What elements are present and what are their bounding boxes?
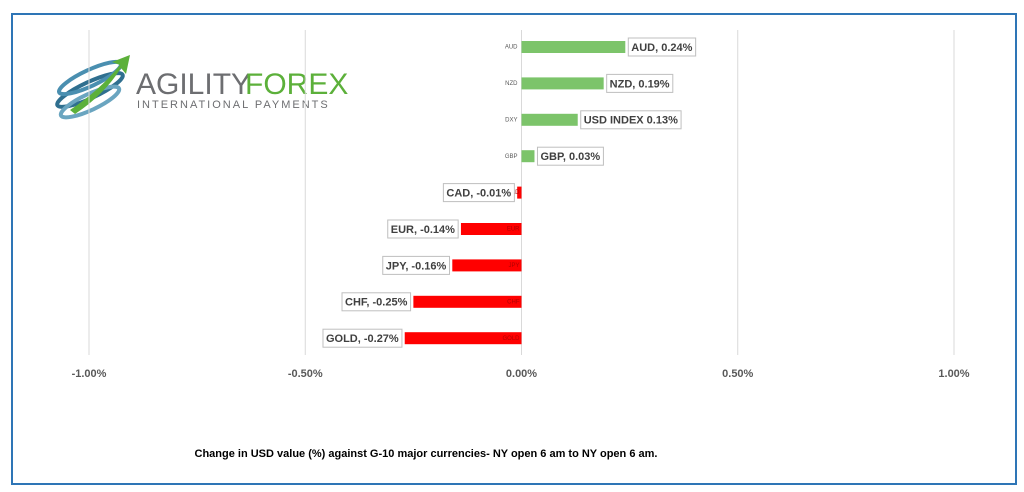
data-label-box [382, 255, 451, 275]
category-label: CHF [507, 299, 520, 305]
logo-brand: FOREX [245, 68, 348, 101]
data-label: CHF, -0.25% [341, 292, 412, 312]
bar [521, 77, 604, 90]
category-label: EUR [507, 227, 520, 233]
data-label-text: AUD, 0.24% [631, 42, 692, 54]
logo-arrow [70, 55, 130, 114]
category-label: JPY [508, 263, 519, 269]
data-label-box [627, 37, 697, 57]
data-label-box [536, 146, 604, 166]
logo-tagline: INTERNATIONAL PAYMENTS [137, 99, 330, 111]
category-label: NZD [505, 81, 518, 87]
bar [521, 150, 535, 163]
frame [11, 13, 1017, 485]
data-label-text: GOLD, -0.27% [326, 333, 399, 345]
bar [517, 186, 522, 199]
data-label-text: GBP, 0.03% [540, 151, 600, 163]
category-label: GBP [505, 154, 518, 160]
logo-swirl [58, 84, 122, 120]
data-label: EUR, -0.14% [387, 219, 459, 239]
bar [521, 113, 578, 126]
data-label-box [606, 73, 674, 93]
x-tick-label: 1.00% [938, 368, 969, 380]
data-label-text: JPY, -0.16% [386, 260, 447, 272]
bar [521, 41, 626, 53]
bar [452, 259, 522, 272]
bar [460, 223, 522, 235]
logo-brand: AGILITY [136, 68, 251, 101]
category-label: AUD [505, 45, 518, 51]
caption: Change in USD value (%) against G-10 maj… [195, 448, 658, 460]
bar [413, 295, 522, 308]
data-label: USD INDEX 0.13% [580, 110, 682, 130]
x-tick-label: 0.00% [506, 368, 537, 380]
data-label: AUD, 0.24% [627, 37, 697, 57]
data-label-box [322, 328, 403, 348]
data-label-box [341, 292, 412, 312]
data-label-box [580, 110, 682, 130]
data-label-text: EUR, -0.14% [391, 224, 455, 236]
data-label-text: CAD, -0.01% [446, 188, 511, 200]
data-label: GOLD, -0.27% [322, 328, 403, 348]
data-label: NZD, 0.19% [606, 73, 674, 93]
bar [404, 332, 522, 345]
x-tick-label: -0.50% [288, 368, 323, 380]
data-label-text: CHF, -0.25% [345, 297, 408, 309]
x-tick-label: -1.00% [72, 368, 107, 380]
data-label: CAD, -0.01% [442, 183, 515, 203]
data-label: JPY, -0.16% [382, 255, 451, 275]
category-label: DXY [505, 117, 517, 123]
data-label-text: USD INDEX 0.13% [584, 115, 678, 127]
x-tick-label: 0.50% [722, 368, 753, 380]
data-label-box [442, 183, 515, 203]
category-label: GOLD [502, 336, 520, 342]
logo: AGILITY FOREX INTERNATIONAL PAYMENTS [55, 55, 348, 120]
data-label: GBP, 0.03% [536, 146, 604, 166]
data-label-box [387, 219, 459, 239]
data-label-text: NZD, 0.19% [610, 78, 670, 90]
